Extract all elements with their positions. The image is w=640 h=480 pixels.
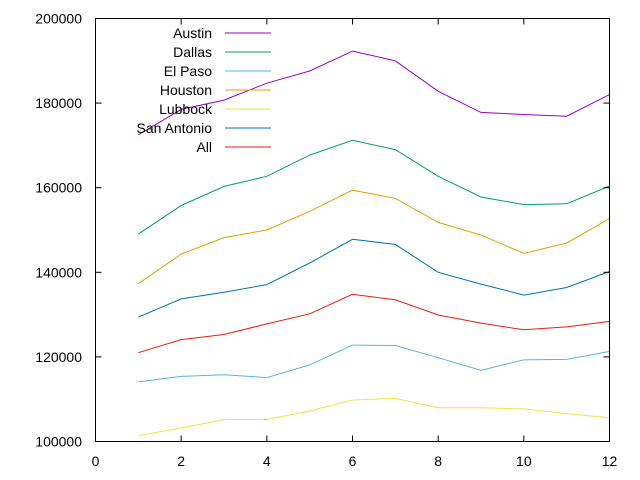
legend-label-dallas: Dallas [173, 44, 212, 60]
x-tick-label: 6 [349, 453, 357, 469]
x-tick-label: 2 [177, 453, 185, 469]
y-tick-label: 140000 [35, 264, 82, 280]
legend-label-houston: Houston [160, 82, 212, 98]
y-tick-label: 200000 [35, 11, 82, 27]
x-tick-label: 10 [516, 453, 532, 469]
series-line-houston [138, 189, 610, 285]
legend-label-el-paso: El Paso [164, 63, 212, 79]
y-axis: 100000 120000 140000 160000 180000 200000 [35, 11, 610, 450]
legend-label-san-antonio: San Antonio [136, 120, 212, 136]
series-line-lubbock [138, 397, 610, 437]
series-line-austin [138, 50, 610, 136]
x-tick-label: 4 [263, 453, 271, 469]
x-tick-label: 8 [434, 453, 442, 469]
series-line-san-antonio [138, 238, 610, 318]
series-line-el-paso [138, 344, 610, 383]
x-tick-label: 12 [602, 453, 618, 469]
y-tick-label: 100000 [35, 434, 82, 450]
y-tick-label: 180000 [35, 95, 82, 111]
legend: Austin Dallas El Paso Houston Lubbock San Ant… [136, 25, 271, 155]
series-line-all [138, 293, 610, 354]
series-layer [138, 50, 610, 437]
legend-label-all: All [196, 139, 212, 155]
legend-label-lubbock: Lubbock [159, 101, 213, 117]
x-axis: 0 2 4 6 8 10 12 [92, 18, 618, 469]
legend-label-austin: Austin [173, 25, 212, 41]
y-tick-label: 120000 [35, 349, 82, 365]
series-line-dallas [138, 139, 610, 235]
x-tick-label: 0 [92, 453, 100, 469]
y-tick-label: 160000 [35, 180, 82, 196]
